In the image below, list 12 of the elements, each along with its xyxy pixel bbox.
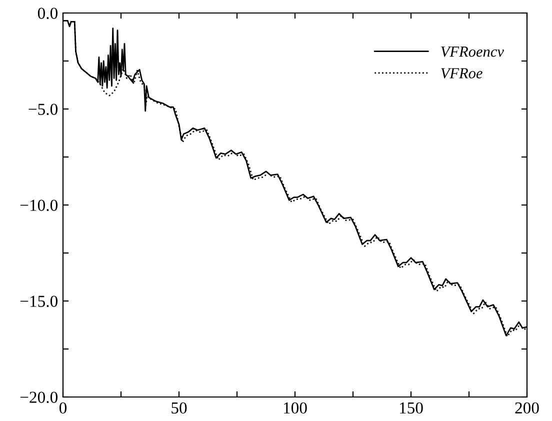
legend-label: VFRoencv: [441, 46, 504, 57]
y-tick-label: −20.0: [20, 392, 58, 404]
y-tick-label: −5.0: [28, 104, 58, 116]
y-tick-label: 0.0: [38, 8, 58, 20]
x-tick-label: 200: [515, 402, 539, 414]
y-tick-label: −10.0: [20, 200, 58, 212]
x-tick-label: 0: [59, 402, 67, 414]
x-tick-label: 50: [172, 402, 187, 414]
x-tick-label: 150: [400, 402, 423, 414]
legend-label: VFRoe: [441, 68, 482, 78]
y-tick-label: −15.0: [20, 296, 58, 308]
x-tick-label: 100: [284, 402, 307, 414]
